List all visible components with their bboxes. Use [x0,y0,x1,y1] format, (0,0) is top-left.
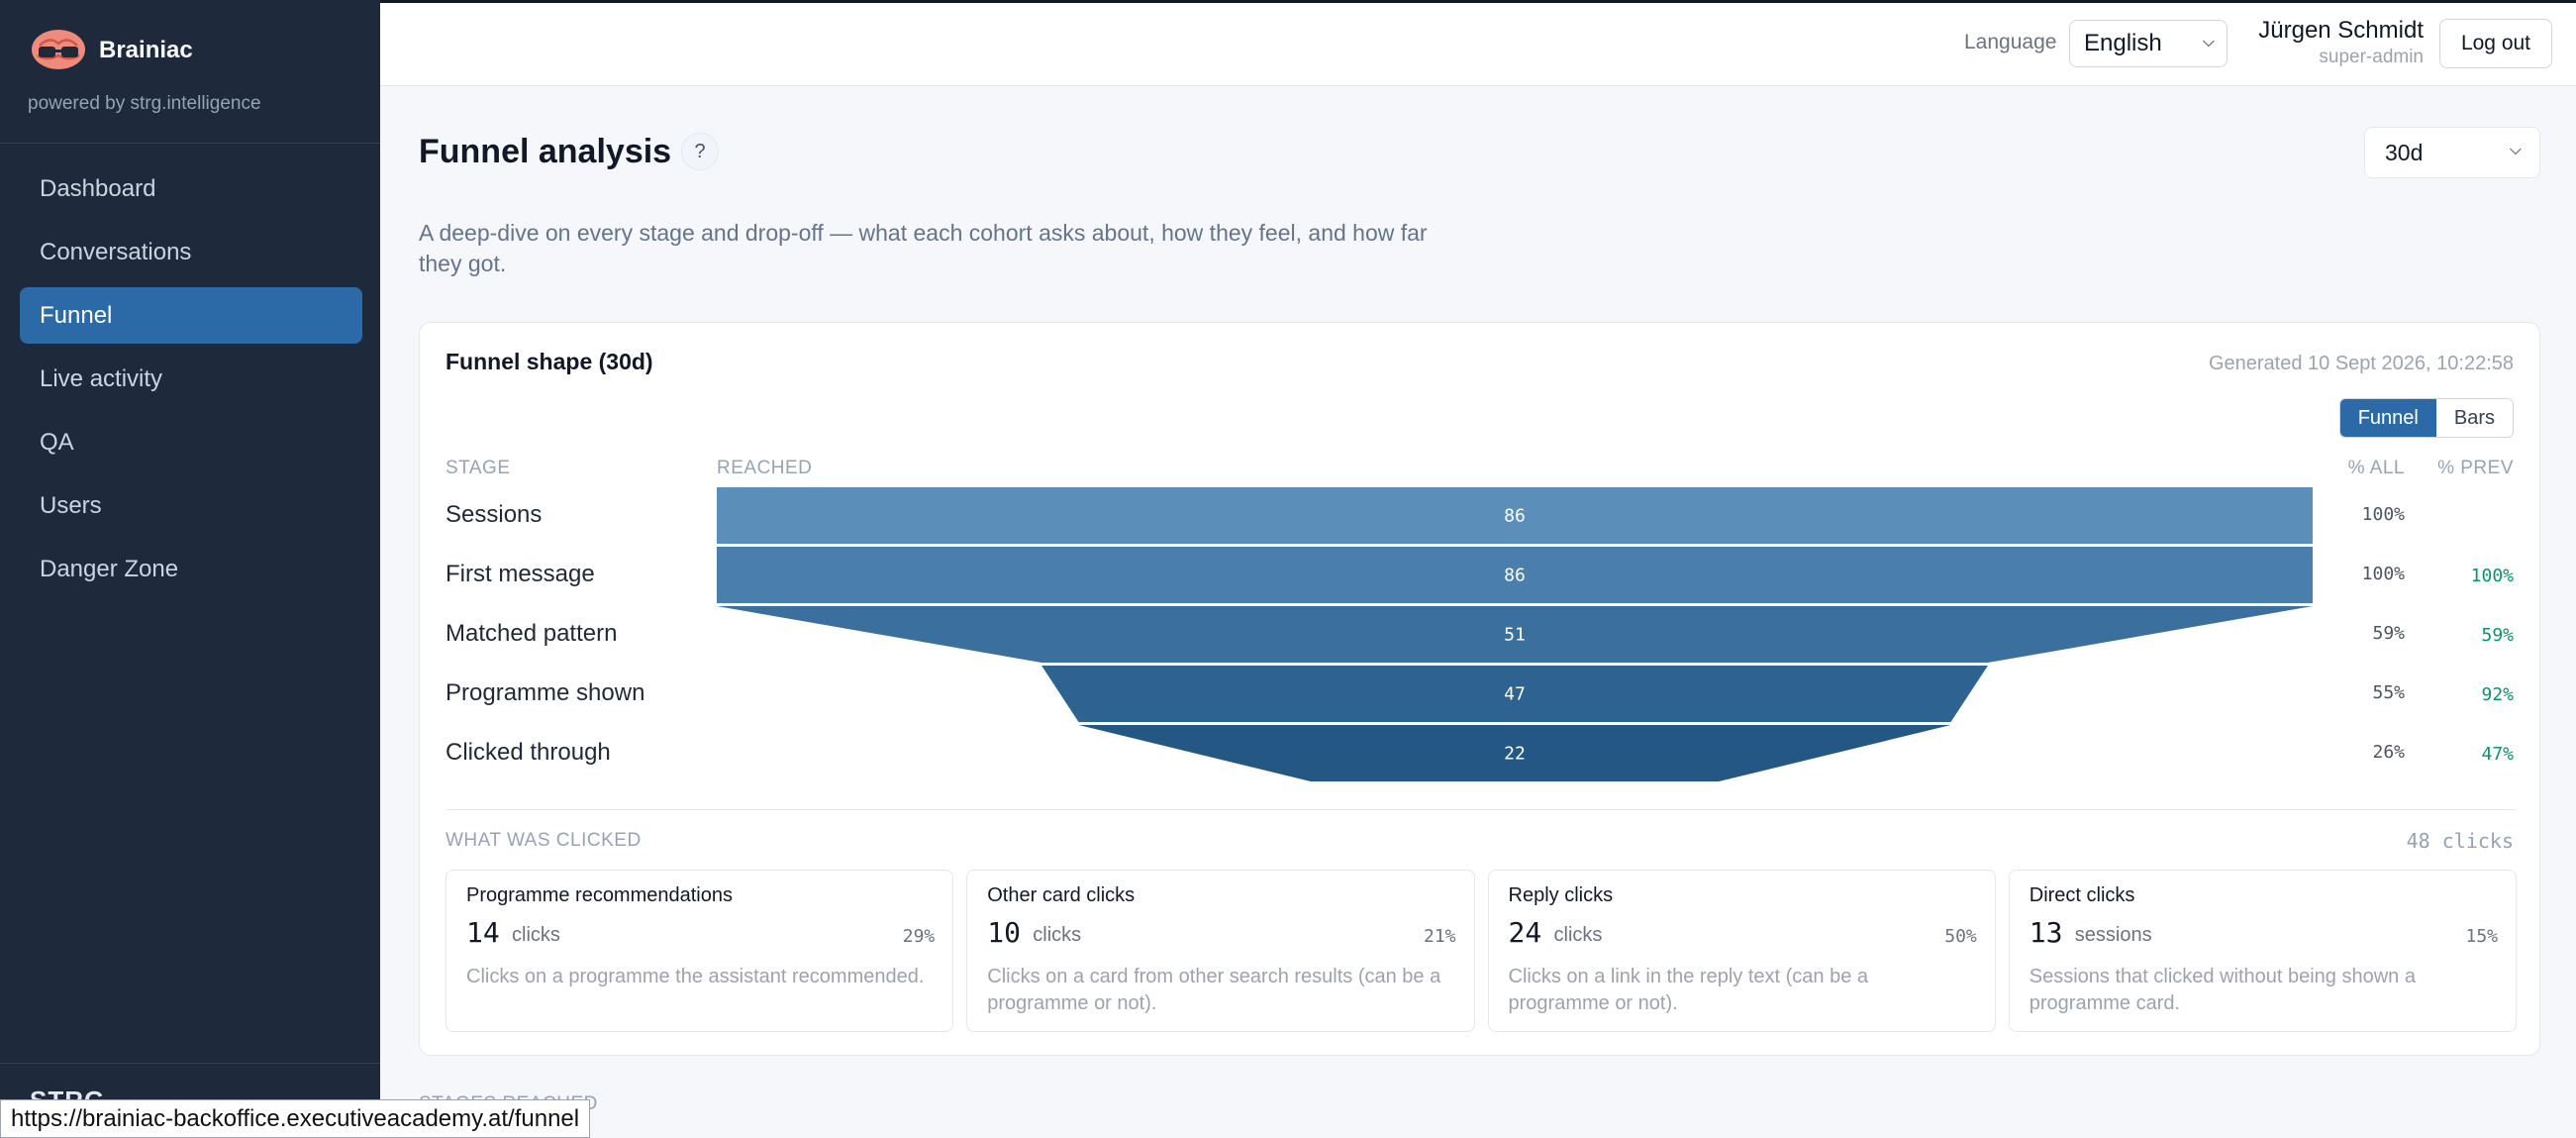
sidebar-item-users[interactable]: Users [40,491,102,519]
stage-pct-prev: 100% [2470,566,2514,586]
tile-count: 14 [466,916,500,949]
sidebar-bottom-divider [0,1063,380,1064]
brain-logo-icon [32,30,85,69]
user-role: super-admin [2319,47,2424,67]
card-divider [446,809,2516,810]
range-select[interactable]: 30d ⌵ [2364,127,2540,178]
stage-pct-prev: 47% [2481,744,2514,765]
funnel-value-label: 86 [1504,566,1526,586]
tile-count: 10 [987,916,1021,949]
clicks-total: 48 clicks [2406,829,2514,853]
tile-unit: clicks [512,924,560,946]
tile-unit: clicks [1553,924,1603,946]
brand-name: Brainiac [99,37,193,63]
sidebar-divider [0,143,380,144]
stage-label: Matched pattern [446,620,618,647]
tile-title: Reply clicks [1508,884,1614,906]
funnel-value-label: 22 [1504,744,1526,765]
stage-pct-all: 100% [2361,504,2405,525]
language-label: Language [1964,31,2057,53]
funnel-card: Funnel shape (30d) Generated 10 Sept 202… [419,322,2540,1056]
sidebar-item-live-activity[interactable]: Live activity [40,364,163,392]
column-header-pct-all: % ALL [2347,458,2405,478]
funnel-value-label: 47 [1504,684,1526,705]
tile-count: 24 [1508,916,1542,949]
stage-pct-all: 26% [2372,742,2405,763]
tile-unit: sessions [2074,924,2152,946]
funnel-segment-4[interactable] [1078,725,1951,781]
stage-pct-all: 59% [2372,623,2405,644]
stage-label: Clicked through [446,739,611,766]
funnel-segment-1[interactable] [717,547,2313,603]
language-select[interactable]: English ⌵ [2069,20,2228,67]
tile-percent: 50% [1944,926,1977,947]
language-value: English [2084,30,2162,56]
sidebar-item-dashboard[interactable]: Dashboard [40,174,156,202]
funnel-segment-3[interactable] [1041,666,1988,722]
tile-direct-clicks: Direct clicks 13 sessions 15% Sessions t… [2008,870,2517,1032]
powered-by: powered by strg.intelligence [28,93,261,114]
tile-description: Clicks on a programme the assistant reco… [466,966,925,987]
funnel-segment-2[interactable] [717,606,2313,663]
sidebar: Brainiac powered by strg.intelligence Da… [0,0,380,1138]
page-description: A deep-dive on every stage and drop-off … [419,220,1428,276]
stage-pct-all: 100% [2361,564,2405,584]
funnel-segment-0[interactable] [717,487,2313,544]
tile-description: Sessions that clicked without being show… [2029,966,2416,1014]
tile-other-card-clicks: Other card clicks 10 clicks 21% Clicks o… [966,870,1475,1032]
tile-count: 13 [2029,916,2063,949]
sidebar-item-qa[interactable]: QA [40,428,74,456]
tile-programme-recommendations: Programme recommendations 14 clicks 29% … [446,870,954,1032]
stage-pct-prev: 59% [2481,625,2514,646]
sidebar-nav: Dashboard Conversations Funnel Live acti… [20,160,362,604]
tile-description: Clicks on a link in the reply text (can … [1508,966,1869,1014]
column-header-stage: STAGE [446,458,511,478]
tile-title: Other card clicks [987,884,1136,906]
what-was-clicked-heading: WHAT WAS CLICKED [446,830,642,851]
window-top-border [0,0,2576,3]
page-title: Funnel analysis [419,133,672,170]
stage-label: Programme shown [446,679,645,706]
chevron-down-icon: ⌵ [2509,142,2522,158]
stage-pct-all: 55% [2372,682,2405,703]
tile-unit: clicks [1033,924,1082,946]
brand[interactable]: Brainiac [30,26,193,75]
funnel-value-label: 86 [1504,506,1526,527]
funnel-value-label: 51 [1504,625,1526,646]
click-tiles: Programme recommendations 14 clicks 29% … [446,870,2517,1032]
help-button[interactable]: ? [681,133,719,170]
tile-title: Direct clicks [2029,884,2135,906]
range-value: 30d [2385,139,2424,165]
tile-percent: 15% [2465,926,2498,947]
tile-percent: 29% [902,926,936,947]
stage-pct-prev: 92% [2481,684,2514,705]
toggle-funnel-button[interactable]: Funnel [2339,399,2436,437]
funnel-chart: 86 86 51 47 22 [717,487,2313,781]
view-toggle: Funnel Bars [2338,398,2514,438]
tile-reply-clicks: Reply clicks 24 clicks 50% Clicks on a l… [1487,870,1996,1032]
toggle-bars-button[interactable]: Bars [2435,399,2513,437]
tile-description: Clicks on a card from other search resul… [987,966,1441,1014]
sidebar-item-danger-zone[interactable]: Danger Zone [40,555,179,582]
generated-timestamp: Generated 10 Sept 2026, 10:22:58 [2208,353,2514,374]
funnel-card-title: Funnel shape (30d) [446,349,653,374]
sidebar-item-conversations[interactable]: Conversations [40,238,192,265]
column-header-pct-prev: % PREV [2437,458,2514,478]
chevron-down-icon: ⌵ [2202,34,2215,51]
logout-button[interactable]: Log out [2439,19,2552,68]
column-header-reached: REACHED [717,458,813,478]
tile-percent: 21% [1423,926,1456,947]
top-header: Language English ⌵ Jürgen Schmidt super-… [380,3,2576,86]
status-bar-url: https://brainiac-backoffice.executiveaca… [0,1099,591,1138]
sidebar-item-funnel[interactable]: Funnel [20,287,362,344]
stage-label: Sessions [446,501,543,528]
tile-title: Programme recommendations [466,884,733,906]
stage-label: First message [446,561,595,587]
user-name: Jürgen Schmidt [2258,17,2424,44]
